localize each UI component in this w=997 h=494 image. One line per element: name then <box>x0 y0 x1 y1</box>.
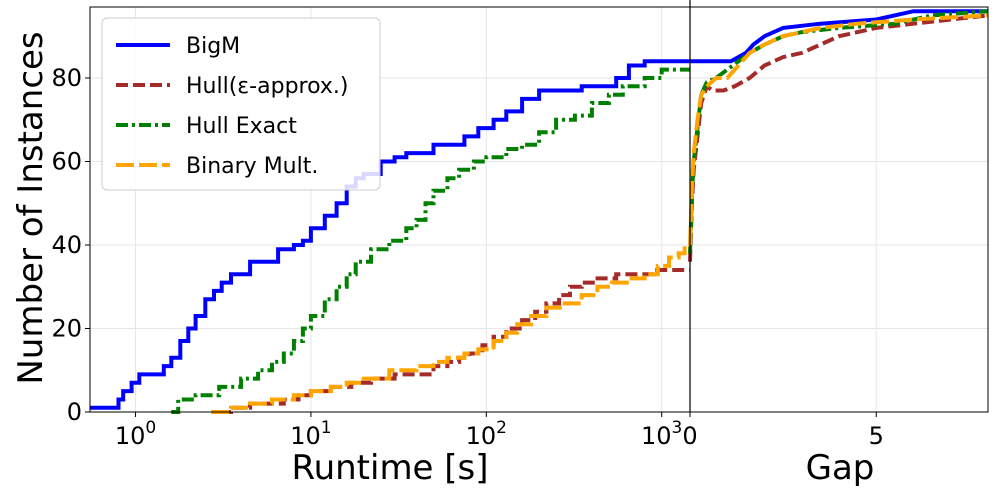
axes-layer <box>89 0 989 413</box>
y-tick-label: 20 <box>51 314 82 342</box>
x-axis-title-gap: Gap <box>806 448 875 488</box>
legend-label-binary-mult: Binary Mult. <box>186 154 318 179</box>
legend-label-hull-approx: Hull(ε-approx.) <box>186 74 348 99</box>
series-line-gap-hull-approx <box>688 13 989 262</box>
legend: BigM Hull(ε-approx.) Hull Exact Binary Mult… <box>101 17 381 191</box>
x-tick-label-gap: 5 <box>869 422 884 450</box>
x-tick-label-runtime: 101 <box>290 418 331 450</box>
series-line-gap-bigm <box>690 9 988 64</box>
legend-frame <box>101 17 381 191</box>
x-tick-label-gap: 0 <box>682 422 697 450</box>
x-axis-title-runtime: Runtime [s] <box>291 448 488 488</box>
y-tick-label: 40 <box>51 231 82 259</box>
series-line-runtime-binary-mult <box>211 243 690 414</box>
series-line-gap-hull-exact <box>688 9 989 254</box>
series-line-runtime-bigm <box>90 59 690 410</box>
series-layer <box>90 9 989 414</box>
x-tick-label-runtime: 102 <box>466 418 507 450</box>
legend-label-hull-exact: Hull Exact <box>186 114 297 139</box>
x-tick-label-runtime: 103 <box>641 418 682 450</box>
series-line-gap-binary-mult <box>688 13 989 246</box>
series-line-runtime-hull-approx <box>219 268 690 414</box>
plot-frame <box>89 6 989 413</box>
y-tick-label: 0 <box>67 398 82 426</box>
y-axis-title: Number of Instances <box>11 31 51 384</box>
series-line-runtime-hull-exact <box>171 67 690 414</box>
legend-label-bigm: BigM <box>186 34 240 59</box>
y-tick-label: 80 <box>51 64 82 92</box>
x-tick-label-runtime: 100 <box>115 418 156 450</box>
y-tick-label: 60 <box>51 147 82 175</box>
